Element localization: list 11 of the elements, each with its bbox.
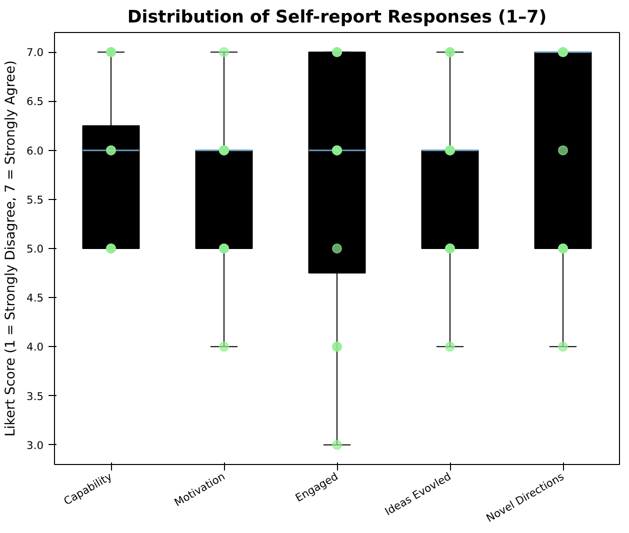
y-tick-label: 3.0 bbox=[26, 438, 44, 452]
y-tick-label: 6.5 bbox=[26, 95, 44, 108]
y-tick-label: 6.0 bbox=[26, 144, 44, 158]
y-tick-label: 4.5 bbox=[26, 292, 44, 305]
chart-title: Distribution of Self-report Responses (1–7) bbox=[127, 8, 547, 28]
y-axis-title: Likert Score (1 = Strongly Disagree, 7 = Strongly Agree) bbox=[4, 60, 19, 437]
y-tick-label: 5.0 bbox=[26, 242, 44, 256]
y-tick-label: 5.5 bbox=[26, 193, 44, 206]
y-tick-label: 7.0 bbox=[26, 46, 44, 60]
y-tick-label: 3.5 bbox=[26, 390, 44, 403]
y-tick-label: 4.0 bbox=[26, 340, 44, 354]
